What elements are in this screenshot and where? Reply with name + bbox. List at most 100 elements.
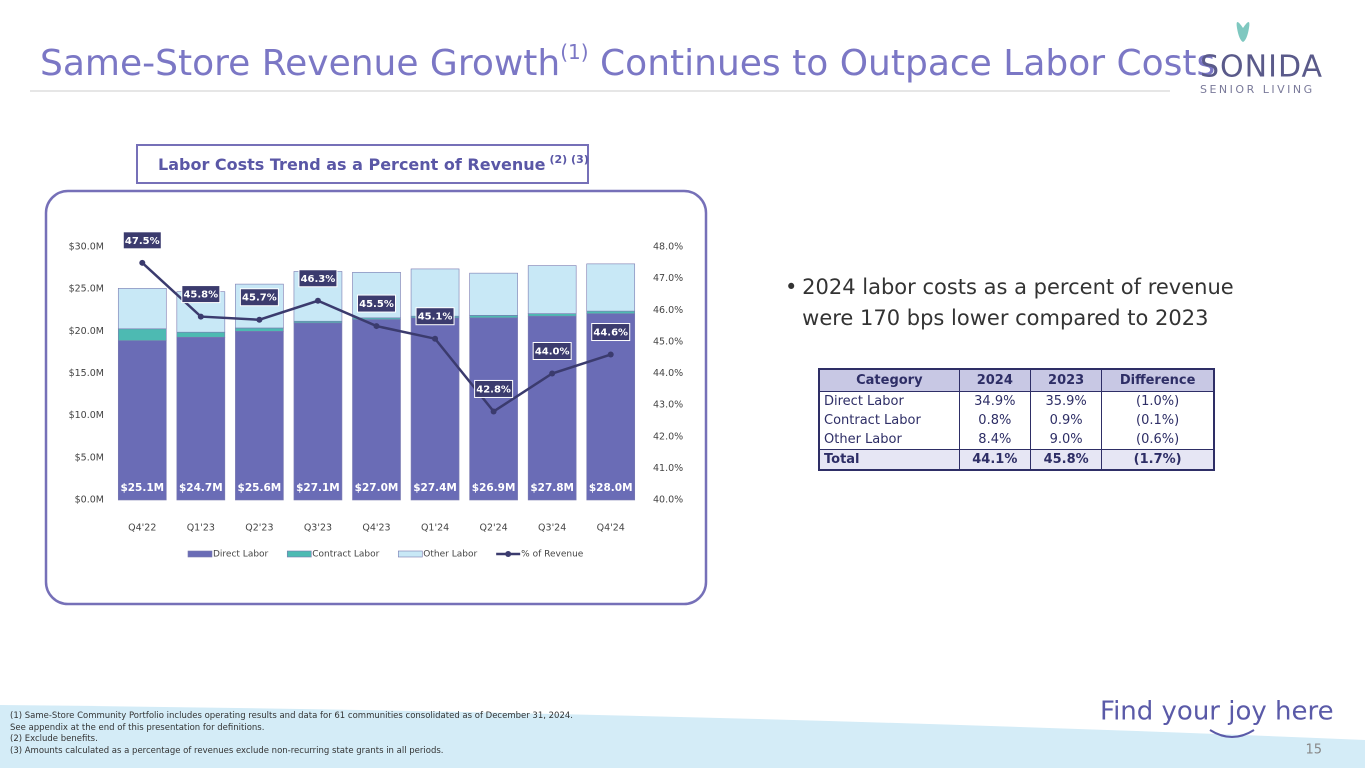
- bar-segment: [117, 340, 167, 501]
- bar-total-label: $24.7M: [179, 482, 223, 494]
- line-point: [607, 351, 614, 358]
- x-tick-label: Q3'24: [538, 523, 566, 534]
- header-cell: 2023: [1029, 368, 1103, 392]
- legend-label: % of Revenue: [521, 550, 584, 560]
- table-row: Direct Labor 34.9% 35.9% (1.0%): [818, 391, 1215, 411]
- value-label-box: [239, 288, 279, 307]
- bar-segment: [469, 315, 518, 319]
- footnote: (2) Exclude benefits.: [10, 734, 98, 744]
- table-cell: Other Labor: [818, 430, 960, 450]
- legend-swatch: [187, 550, 213, 558]
- line-point: [490, 408, 497, 415]
- header-cell: Difference: [1101, 368, 1215, 392]
- x-tick-label: Q4'23: [362, 523, 390, 534]
- footnotes: (1) Same-Store Community Portfolio inclu…: [10, 711, 573, 757]
- y2-tick-label: 47.0%: [653, 273, 683, 284]
- title: Same-Store Revenue Growth(1) Continues t…: [40, 40, 1215, 85]
- legend-swatch: [397, 550, 423, 558]
- footnote: (1) Same-Store Community Portfolio inclu…: [10, 711, 573, 721]
- line-point: [432, 335, 439, 342]
- smile: [1209, 729, 1255, 738]
- logo-sub: SENIOR LIVING: [1200, 83, 1315, 96]
- footnote: (3) Amounts calculated as a percentage o…: [10, 745, 444, 756]
- line-point: [549, 370, 556, 377]
- table-cell: (1.0%): [1101, 391, 1215, 411]
- x-tick-label: Q1'24: [421, 523, 449, 534]
- table-cell: (1.7%): [1101, 449, 1215, 471]
- legend-swatch: [505, 551, 512, 557]
- table-cell: 35.9%: [1029, 391, 1103, 411]
- y-tick-label: $5.0M: [75, 452, 104, 463]
- bar-segment: [586, 263, 636, 312]
- bar-segment: [352, 319, 401, 501]
- x-tick-label: Q4'22: [128, 523, 156, 534]
- table-row: Total 44.1% 45.8% (1.7%): [818, 449, 1215, 471]
- y-tick-label: $20.0M: [69, 326, 104, 337]
- bar-segment: [117, 288, 167, 330]
- x-tick-label: Q4'24: [597, 523, 625, 534]
- x-tick-label: Q2'24: [479, 523, 507, 534]
- value-label-box: [591, 323, 631, 342]
- bar-segment: [235, 327, 284, 332]
- value-label: 44.6%: [593, 328, 628, 339]
- heading-text: Labor Costs Trend as a Percent of Revenu…: [158, 155, 546, 174]
- legend-swatch: [286, 550, 312, 558]
- value-label: 46.3%: [301, 274, 336, 285]
- legend-label: Other Labor: [423, 550, 477, 560]
- value-label-box: [298, 269, 338, 288]
- y2-tick-label: 44.0%: [653, 368, 683, 379]
- value-label: 44.0%: [535, 347, 570, 358]
- x-tick-label: Q1'23: [187, 523, 215, 534]
- footnote: See appendix at the end of this presenta…: [10, 722, 265, 733]
- table-cell: Total: [818, 449, 960, 471]
- bullet: • 2024 labor costs as a percent of revenu…: [785, 272, 1255, 334]
- value-label-box: [474, 379, 514, 398]
- bar-segment: [117, 328, 167, 341]
- x-tick-label: Q3'23: [304, 523, 332, 534]
- table-cell: 45.8%: [1029, 449, 1103, 471]
- table-cell: 9.0%: [1029, 430, 1103, 450]
- value-label-box: [122, 231, 162, 250]
- value-label: 42.8%: [476, 384, 511, 395]
- table-cell: 8.4%: [958, 430, 1031, 450]
- line-point: [139, 259, 146, 266]
- chart-heading: Labor Costs Trend as a Percent of Revenu…: [158, 153, 589, 174]
- value-label-box: [357, 294, 396, 313]
- x-tick-label: Q2'23: [245, 523, 273, 534]
- value-label-box: [181, 285, 221, 304]
- table-row: Other Labor 8.4% 9.0% (0.6%): [818, 430, 1215, 450]
- bar-segment: [586, 310, 636, 314]
- legend-label: Contract Labor: [312, 550, 379, 560]
- value-label-box: [532, 342, 572, 360]
- bar-segment: [527, 265, 577, 314]
- bar-total-label: $27.0M: [355, 482, 399, 494]
- chart-heading-box: [136, 144, 589, 184]
- value-label: 45.5%: [359, 299, 394, 310]
- y-tick-label: $10.0M: [69, 410, 104, 421]
- line-point: [256, 316, 263, 323]
- bar-segment: [527, 313, 577, 317]
- table-cell: Direct Labor: [818, 391, 960, 411]
- bar-segment: [469, 272, 518, 316]
- table-cell: (0.6%): [1101, 430, 1215, 450]
- wave: [0, 705, 1365, 768]
- table-cell: 44.1%: [958, 449, 1031, 471]
- header-cell: Category: [818, 368, 960, 392]
- bar-total-label: $27.4M: [413, 482, 457, 494]
- page-number: 15: [1305, 743, 1322, 758]
- bar-total-label: $26.9M: [472, 482, 516, 494]
- table-cell: (0.1%): [1101, 411, 1215, 430]
- value-label-box: [415, 307, 455, 326]
- line-point: [314, 297, 321, 304]
- bar-total-label: $28.0M: [589, 482, 633, 494]
- y2-tick-label: 43.0%: [653, 400, 683, 411]
- logo-icon: [1236, 22, 1250, 42]
- title-part: Same-Store Revenue Growth: [40, 43, 560, 84]
- y2-tick-label: 45.0%: [653, 336, 683, 347]
- table-cell: 0.9%: [1029, 411, 1103, 430]
- bullet-text: 2024 labor costs as a percent of revenue…: [802, 275, 1234, 330]
- bar-segment: [293, 322, 343, 501]
- logo: SONIDA: [1200, 50, 1323, 85]
- bar-segment: [176, 336, 226, 501]
